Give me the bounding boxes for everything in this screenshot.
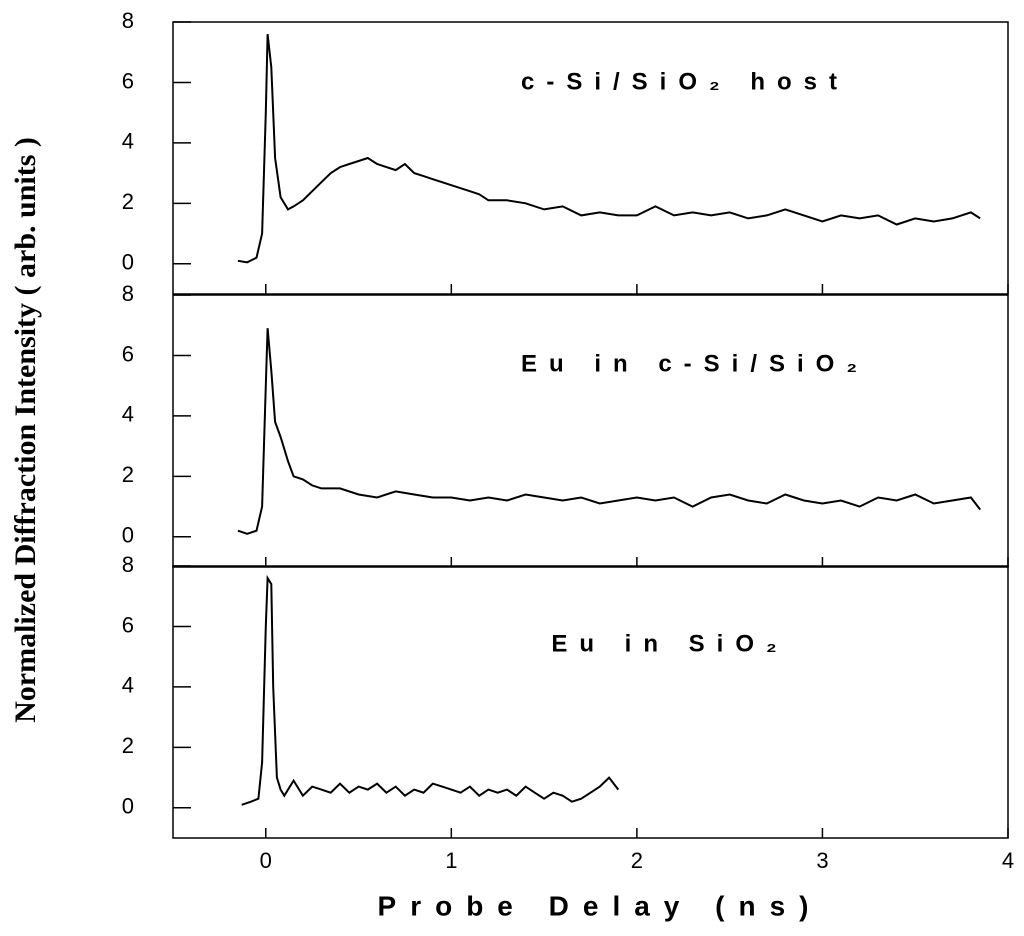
y-tick-label: 2 (122, 733, 134, 758)
y-tick-label: 0 (122, 250, 134, 275)
panel-frame (172, 565, 1009, 839)
y-tick-label: 0 (122, 794, 134, 819)
y-axis-label: Normalized Diffraction Intensity ( arb. … (9, 137, 42, 723)
y-tick-label: 8 (122, 281, 134, 306)
data-line (237, 328, 981, 535)
y-tick-label: 6 (122, 341, 134, 366)
y-tick-label: 4 (122, 402, 134, 427)
y-tick-label: 6 (122, 68, 134, 93)
x-tick-label: 1 (445, 848, 457, 873)
y-tick-label: 6 (122, 612, 134, 637)
data-line (237, 33, 981, 264)
y-tick-label: 0 (122, 523, 134, 548)
annotation: c-Si/SiO₂ host (521, 68, 849, 95)
data-line (241, 574, 620, 806)
panel-frame (172, 21, 1009, 295)
annotation: Eu in SiO₂ (551, 630, 788, 657)
y-tick-label: 2 (122, 189, 134, 214)
x-axis-label: Probe Delay (ns) (378, 890, 823, 921)
y-tick-label: 8 (122, 552, 134, 577)
x-tick-label: 4 (1002, 848, 1014, 873)
y-tick-label: 8 (122, 8, 134, 33)
x-tick-label: 3 (816, 848, 828, 873)
y-tick-label: 4 (122, 673, 134, 698)
x-tick-label: 2 (631, 848, 643, 873)
panel-frame (172, 294, 1009, 568)
x-tick-label: 0 (260, 848, 272, 873)
y-tick-label: 4 (122, 129, 134, 154)
annotation: Eu in c-Si/SiO₂ (521, 350, 869, 377)
y-tick-label: 2 (122, 462, 134, 487)
